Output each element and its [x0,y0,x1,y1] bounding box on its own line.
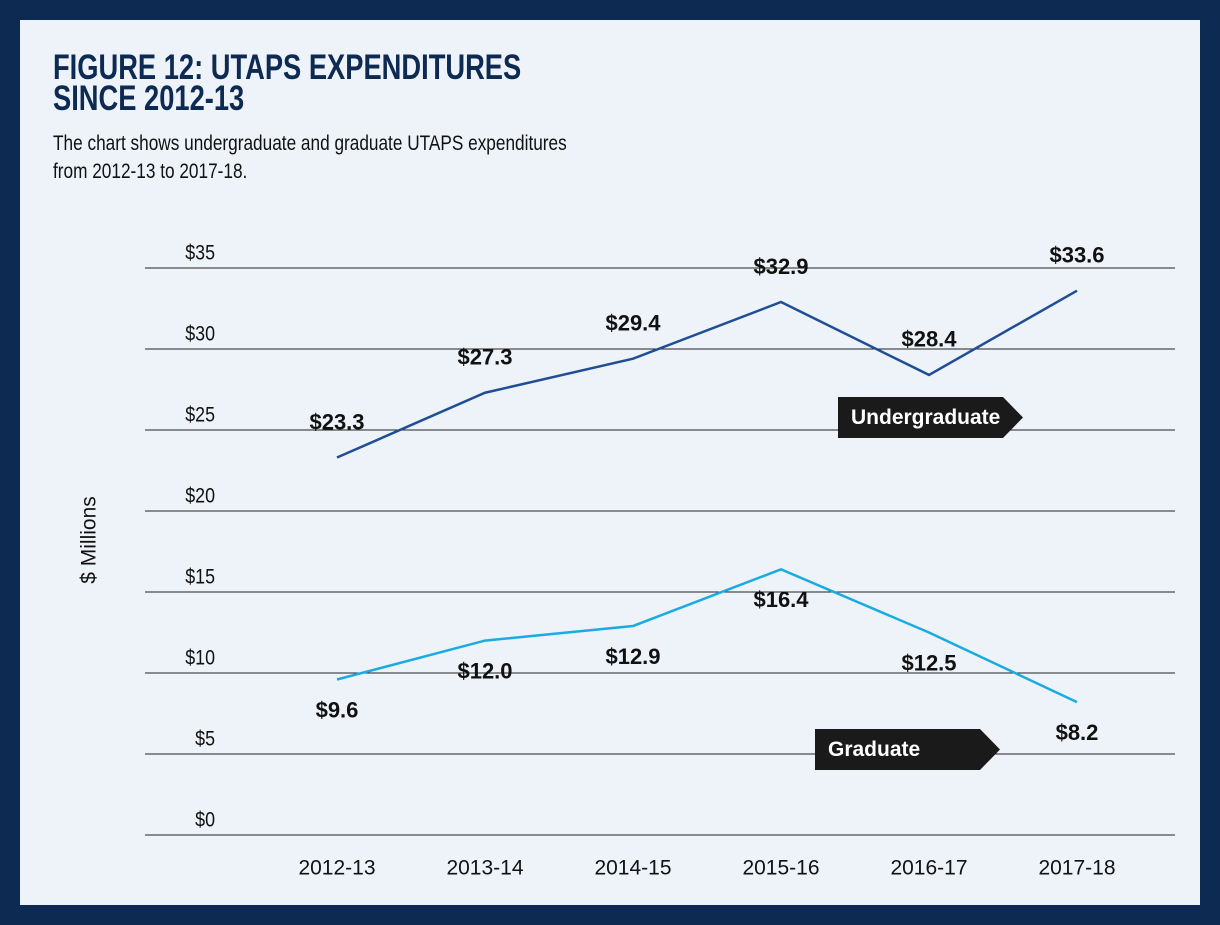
value-label: $32.9 [753,254,808,279]
legend-label: Graduate [828,738,920,761]
x-tick-label: 2016-17 [890,857,967,880]
y-tick-label: $20 [185,484,215,508]
chart-subtitle: The chart shows undergraduate and gradua… [53,132,567,183]
y-tick-label: $10 [185,646,215,670]
value-label: $12.9 [605,644,660,669]
series-line [336,289,1078,459]
value-label: $8.2 [1056,720,1099,745]
y-tick-label: $15 [185,565,215,589]
legend-label: Undergraduate [851,406,1000,429]
y-tick-label: $25 [185,403,215,427]
x-tick-label: 2012-13 [298,857,375,880]
y-tick-label: $35 [185,241,215,265]
x-tick-label: 2013-14 [446,857,523,880]
value-label: $23.3 [309,409,364,434]
y-tick-label: $0 [195,808,215,832]
series-line [336,567,1078,704]
y-tick-label: $5 [195,727,215,751]
value-label: $27.3 [457,345,512,370]
value-label: $9.6 [316,697,359,722]
value-label: $12.0 [457,658,512,683]
value-label: $29.4 [605,311,661,336]
y-axis-label: $ Millions [78,496,101,584]
y-tick-label: $30 [185,322,215,346]
value-label: $28.4 [901,327,957,352]
x-tick-label: 2017-18 [1038,857,1115,880]
legend-box [815,729,1000,770]
x-tick-label: 2015-16 [742,857,819,880]
value-label: $12.5 [901,650,956,675]
legend-box [838,397,1023,438]
value-label: $16.4 [753,587,809,612]
value-label: $33.6 [1049,242,1104,267]
x-tick-label: 2014-15 [594,857,671,880]
chart-title: FIGURE 12: UTAPS EXPENDITURES SINCE 2012… [53,48,522,118]
